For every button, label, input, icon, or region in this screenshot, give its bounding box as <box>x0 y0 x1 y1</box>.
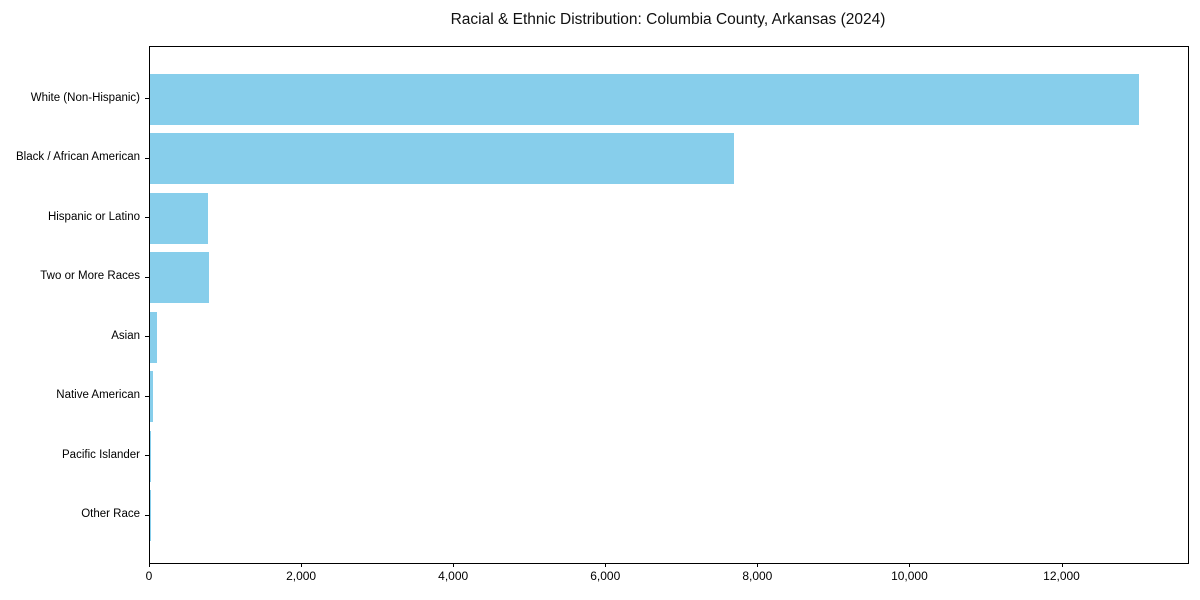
y-tick-label-two-or-more-races: Two or More Races <box>40 270 140 283</box>
x-tick-mark <box>1061 563 1063 567</box>
x-tick-label-2000: 2,000 <box>286 569 317 583</box>
x-tick-label-8000: 8,000 <box>742 569 773 583</box>
bar-native-american <box>150 371 154 423</box>
y-tick-mark <box>145 157 149 159</box>
x-tick-label-4000: 4,000 <box>438 569 469 583</box>
y-tick-label-white-non-hispanic: White (Non-Hispanic) <box>30 91 140 104</box>
x-tick-label-6000: 6,000 <box>590 569 621 583</box>
bar-black-african-american <box>150 133 735 185</box>
y-tick-label-pacific-islander: Pacific Islander <box>62 448 140 461</box>
y-tick-mark <box>145 455 149 457</box>
x-tick-mark <box>757 563 759 567</box>
bar-two-or-more-races <box>150 252 209 304</box>
y-tick-label-native-american: Native American <box>56 389 140 402</box>
y-tick-mark <box>145 98 149 99</box>
bar-white-non-hispanic <box>150 73 1139 125</box>
y-tick-label-other-race: Other Race <box>81 508 140 521</box>
y-tick-label-hispanic-or-latino: Hispanic or Latino <box>47 210 140 223</box>
plot-area <box>149 46 1189 564</box>
y-tick-mark <box>145 514 149 516</box>
bar-hispanic-or-latino <box>150 192 209 244</box>
x-tick-mark <box>453 563 455 567</box>
x-tick-label-0: 0 <box>145 569 153 583</box>
y-tick-label-asian: Asian <box>111 329 140 342</box>
bar-asian <box>150 311 157 363</box>
chart-title: Racial & Ethnic Distribution: Columbia C… <box>450 11 886 28</box>
y-tick-label-black-african-american: Black / African American <box>16 151 140 164</box>
x-tick-mark <box>301 563 303 567</box>
y-tick-mark <box>145 217 149 219</box>
y-tick-mark <box>145 336 149 338</box>
x-tick-mark <box>605 563 607 567</box>
y-tick-mark <box>145 276 149 278</box>
x-tick-mark <box>909 563 911 567</box>
x-tick-mark <box>149 563 150 567</box>
y-tick-mark <box>145 395 149 397</box>
x-tick-label-10000: 10,000 <box>891 569 928 583</box>
x-tick-label-12000: 12,000 <box>1043 569 1080 583</box>
bar-pacific-islander <box>150 430 152 482</box>
